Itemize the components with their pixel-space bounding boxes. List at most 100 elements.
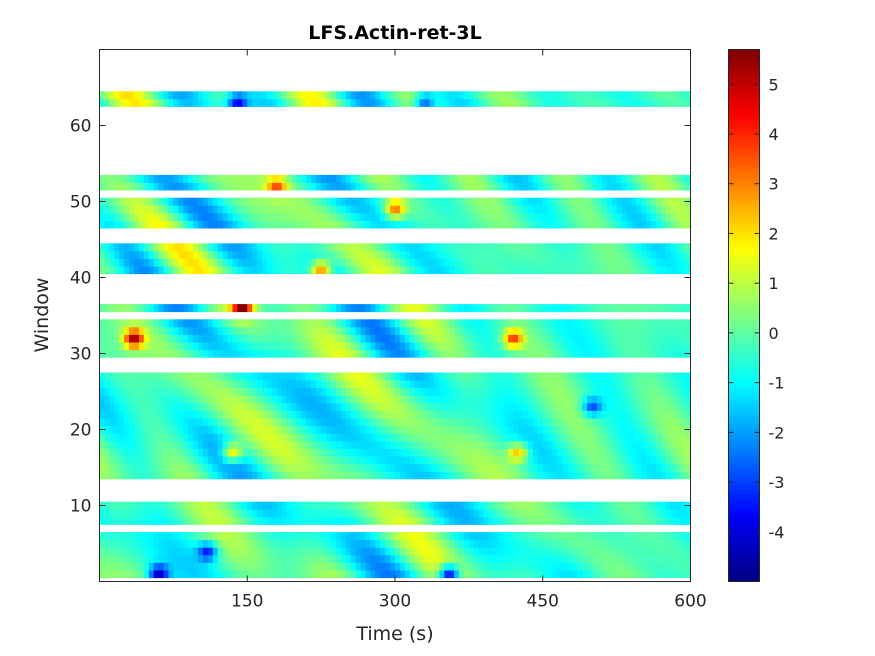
heatmap-cell	[316, 250, 322, 259]
heatmap-cell	[311, 334, 317, 343]
heatmap-cell	[409, 539, 416, 548]
heatmap-cell	[596, 395, 603, 404]
heatmap-cell	[311, 433, 317, 442]
heatmap-cell	[286, 448, 292, 457]
heatmap-cell	[380, 266, 386, 275]
heatmap-cell	[513, 395, 519, 404]
heatmap-cell	[252, 212, 258, 221]
heatmap-cell	[212, 395, 219, 404]
heatmap-cell	[547, 440, 553, 449]
heatmap-cell	[133, 98, 140, 107]
heatmap-cell	[188, 456, 194, 465]
heatmap-cell	[207, 372, 214, 381]
heatmap-cell	[237, 326, 243, 335]
heatmap-cell	[404, 433, 411, 442]
heatmap-cell	[675, 334, 682, 343]
heatmap-cell	[601, 456, 608, 465]
heatmap-cell	[680, 380, 686, 389]
heatmap-cell	[670, 182, 677, 191]
heatmap-cell	[104, 554, 110, 563]
heatmap-cell	[434, 395, 440, 404]
heatmap-cell	[670, 205, 677, 214]
heatmap-cell	[109, 212, 115, 221]
heatmap-cell	[198, 250, 204, 259]
heatmap-cell	[232, 471, 238, 480]
heatmap-cell	[429, 174, 435, 183]
heatmap-cell	[587, 425, 593, 434]
heatmap-cell	[114, 197, 120, 206]
heatmap-cell	[232, 425, 238, 434]
heatmap-cell	[129, 471, 135, 480]
heatmap-cell	[301, 380, 307, 389]
heatmap-cell	[498, 425, 504, 434]
heatmap-cell	[621, 463, 627, 472]
heatmap-cell	[143, 212, 150, 221]
heatmap-cell	[631, 433, 637, 442]
heatmap-cell	[276, 250, 283, 259]
heatmap-cell	[217, 433, 224, 442]
heatmap-cell	[390, 402, 396, 411]
heatmap-cell	[454, 258, 460, 267]
heatmap-cell	[247, 304, 253, 313]
heatmap-cell	[217, 554, 224, 563]
heatmap-cell	[202, 433, 209, 442]
heatmap-cell	[542, 547, 549, 556]
heatmap-cell	[124, 243, 130, 252]
heatmap-cell	[158, 516, 164, 525]
heatmap-cell	[311, 258, 317, 267]
heatmap-cell	[252, 547, 258, 556]
heatmap-cell	[685, 440, 691, 449]
heatmap-cell	[316, 243, 322, 252]
heatmap-cell	[124, 433, 130, 442]
heatmap-cell	[242, 463, 248, 472]
heatmap-cell	[473, 554, 480, 563]
heatmap-cell	[296, 250, 302, 259]
heatmap-cell	[237, 212, 243, 221]
heatmap-cell	[601, 205, 608, 214]
heatmap-cell	[178, 547, 184, 556]
heatmap-cell	[99, 562, 105, 571]
heatmap-cell	[562, 326, 568, 335]
heatmap-cell	[449, 418, 455, 427]
heatmap-cell	[616, 456, 622, 465]
heatmap-cell	[143, 220, 150, 229]
heatmap-cell	[596, 266, 603, 275]
heatmap-cell	[222, 547, 228, 556]
heatmap-cell	[227, 266, 233, 275]
heatmap-cell	[178, 433, 184, 442]
heatmap-cell	[306, 418, 312, 427]
heatmap-cell	[606, 410, 613, 419]
heatmap-cell	[296, 532, 302, 541]
heatmap-cell	[306, 304, 312, 313]
heatmap-cell	[660, 258, 667, 267]
heatmap-cell	[266, 372, 273, 381]
heatmap-cell	[473, 326, 480, 335]
heatmap-cell	[390, 197, 396, 206]
heatmap-cell	[547, 304, 553, 313]
heatmap-cell	[488, 205, 494, 214]
heatmap-cell	[350, 562, 356, 571]
heatmap-cell	[488, 554, 494, 563]
heatmap-cell	[651, 342, 657, 351]
heatmap-cell	[631, 395, 637, 404]
heatmap-cell	[395, 334, 401, 343]
heatmap-cell	[641, 326, 647, 335]
heatmap-cell	[380, 440, 386, 449]
heatmap-cell	[685, 532, 691, 541]
y-tick-label: 10	[70, 497, 92, 517]
heatmap-cell	[114, 516, 120, 525]
heatmap-cell	[114, 304, 120, 313]
heatmap-cell	[109, 501, 115, 510]
heatmap-cell	[350, 220, 356, 229]
heatmap-cell	[414, 98, 421, 107]
colorbar-swatch	[728, 99, 760, 105]
heatmap-cell	[621, 342, 627, 351]
heatmap-cell	[242, 509, 248, 518]
heatmap-cell	[557, 387, 563, 396]
heatmap-cell	[360, 174, 366, 183]
heatmap-cell	[262, 212, 268, 221]
heatmap-cell	[601, 250, 608, 259]
heatmap-cell	[444, 319, 450, 328]
heatmap-cell	[399, 516, 406, 525]
heatmap-cell	[685, 243, 691, 252]
